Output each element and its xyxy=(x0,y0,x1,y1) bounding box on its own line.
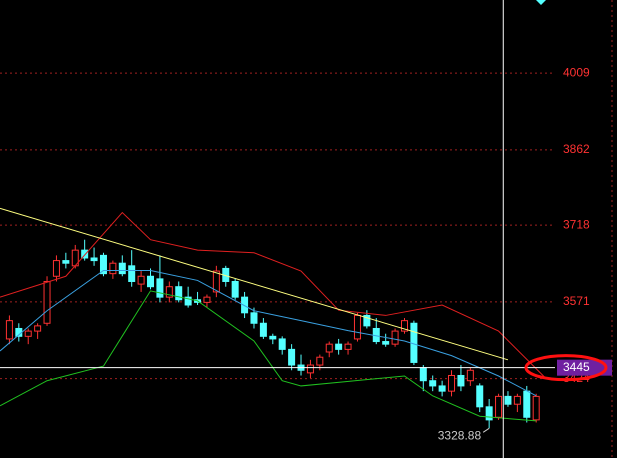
crosshair-label: 3445 xyxy=(563,360,590,374)
candle-body xyxy=(325,343,333,353)
candle-body xyxy=(52,260,60,277)
y-tick-label: 3571 xyxy=(563,294,590,308)
trendline xyxy=(0,207,509,361)
candle-body xyxy=(62,260,70,264)
candle-body xyxy=(99,254,107,275)
candle-body xyxy=(128,265,136,282)
candle-body xyxy=(43,280,51,324)
candle-body xyxy=(212,270,220,293)
candle-body xyxy=(231,280,239,298)
scroll-marker xyxy=(536,0,546,5)
candle-body xyxy=(429,380,437,387)
candle-body xyxy=(335,343,343,350)
y-tick-label: 4009 xyxy=(563,65,590,79)
candle-body xyxy=(81,249,89,259)
candle-body xyxy=(495,395,503,418)
candle-body xyxy=(203,296,211,303)
candle-body xyxy=(382,341,390,345)
candle-body xyxy=(259,322,267,337)
band-line xyxy=(0,270,537,397)
candle-body xyxy=(485,406,493,421)
candle-body xyxy=(109,262,117,275)
candle-body xyxy=(306,364,314,374)
y-tick-label: 3718 xyxy=(563,217,590,231)
candle-body xyxy=(448,374,456,392)
candle-body xyxy=(269,335,277,340)
candle-body xyxy=(165,286,173,298)
highlight-ring xyxy=(524,354,608,382)
candle-body xyxy=(391,330,399,345)
candle-body xyxy=(241,296,249,314)
candle-body xyxy=(250,312,258,324)
candle-body xyxy=(147,275,155,288)
candle-body xyxy=(90,257,98,262)
candle-body xyxy=(353,314,361,340)
candle-body xyxy=(400,320,408,332)
band-line xyxy=(0,290,537,422)
candle-body xyxy=(24,330,32,337)
candle-body xyxy=(34,325,42,332)
candle-body xyxy=(466,369,474,382)
candle-body xyxy=(438,385,446,392)
candle-body xyxy=(184,296,192,306)
candle-body xyxy=(137,275,145,285)
candle-body xyxy=(523,390,531,418)
candle-body xyxy=(344,343,352,350)
candle-body xyxy=(156,278,164,298)
candle-body xyxy=(457,374,465,387)
candle-body xyxy=(316,356,324,366)
low-marker-line xyxy=(482,427,490,433)
candle-body xyxy=(278,338,286,350)
candle-body xyxy=(118,262,126,275)
low-marker-label: 3328.88 xyxy=(438,428,482,442)
y-tick-label: 3862 xyxy=(563,142,590,156)
candle-body xyxy=(513,395,521,405)
candle-body xyxy=(5,320,13,340)
candle-body xyxy=(532,395,540,421)
candle-body xyxy=(175,286,183,301)
candle-body xyxy=(476,385,484,408)
band-line xyxy=(0,211,546,379)
candle-body xyxy=(419,367,427,382)
crosshair-label-bg xyxy=(557,359,612,376)
candle-body xyxy=(363,314,371,327)
candle-body xyxy=(288,348,296,366)
candle-body xyxy=(504,395,512,405)
